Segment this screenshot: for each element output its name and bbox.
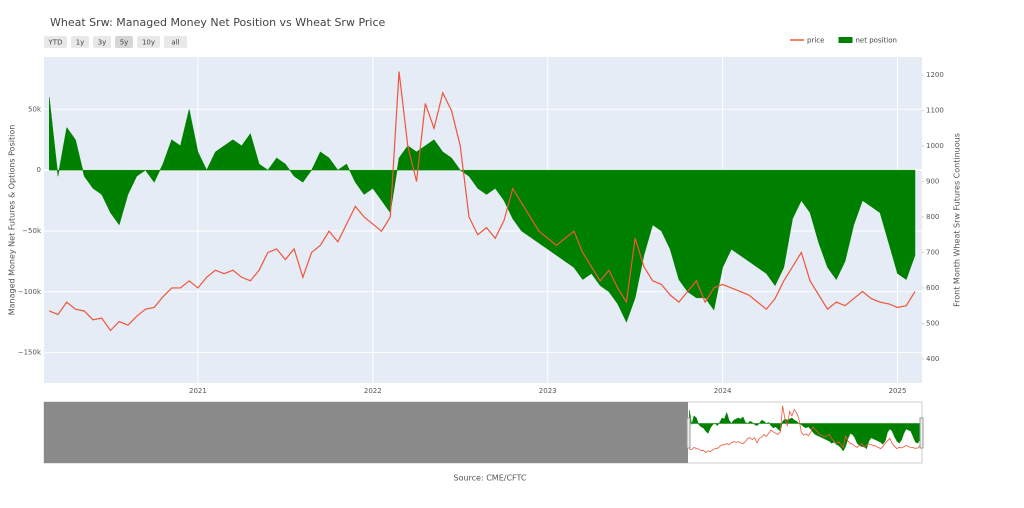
range-slider-handle[interactable] [919, 417, 924, 449]
x-tick-label: 2023 [539, 387, 557, 395]
legend-label[interactable]: price [807, 37, 824, 45]
legend-swatch[interactable] [838, 37, 853, 43]
range-slider-mask [44, 402, 688, 463]
y-axis-title: Managed Money Net Futures & Options Posi… [8, 125, 17, 316]
button-bg[interactable] [71, 36, 89, 48]
y2-tick-label: 400 [926, 355, 939, 363]
x-tick-label: 2022 [364, 387, 382, 395]
x-tick-label: 2024 [714, 387, 732, 395]
button-label[interactable]: YTD [48, 39, 63, 47]
button-label[interactable]: 10y [142, 39, 155, 47]
chart-title: Wheat Srw: Managed Money Net Position vs… [50, 16, 386, 29]
x-tick-label: 2021 [189, 387, 207, 395]
button-bg[interactable] [115, 36, 133, 48]
y2-tick-label: 1100 [926, 107, 944, 115]
source-annotation: Source: CME/CFTC [453, 474, 526, 483]
button-bg[interactable] [93, 36, 111, 48]
button-bg[interactable] [44, 36, 67, 48]
y2-axis-title: Front Month Wheat Srw Futures Continuous [953, 133, 962, 307]
button-label[interactable]: all [171, 39, 179, 47]
price-line [689, 405, 921, 454]
x-tick-label: 2025 [889, 387, 907, 395]
price-line [49, 71, 916, 332]
y2-tick-label: 600 [926, 284, 939, 292]
range-button[interactable]: 10y [137, 36, 160, 48]
net-position-area [48, 97, 916, 323]
button-label[interactable]: 3y [98, 39, 107, 47]
range-button[interactable]: YTD [44, 36, 67, 48]
y-tick-label: −150k [18, 349, 42, 357]
range-slider-handle[interactable] [686, 417, 691, 449]
y2-tick-label: 500 [926, 319, 939, 327]
y-tick-label: 50k [28, 105, 42, 113]
range-button[interactable]: all [164, 36, 187, 48]
y2-tick-label: 800 [926, 213, 939, 221]
y2-tick-label: 700 [926, 248, 939, 256]
range-button[interactable]: 1y [71, 36, 89, 48]
button-label[interactable]: 5y [120, 39, 129, 47]
y2-tick-label: 900 [926, 178, 939, 186]
y-tick-label: −100k [18, 288, 42, 296]
button-bg[interactable] [164, 36, 187, 48]
button-bg[interactable] [137, 36, 160, 48]
y-tick-label: 0 [37, 166, 41, 174]
y-tick-label: −50k [22, 227, 42, 235]
button-label[interactable]: 1y [76, 39, 85, 47]
net-position-area [689, 410, 921, 452]
range-button[interactable]: 3y [93, 36, 111, 48]
y2-tick-label: 1200 [926, 71, 944, 79]
legend-label[interactable]: net position [856, 37, 897, 45]
y2-tick-label: 1000 [926, 142, 944, 150]
range-button[interactable]: 5y [115, 36, 133, 48]
